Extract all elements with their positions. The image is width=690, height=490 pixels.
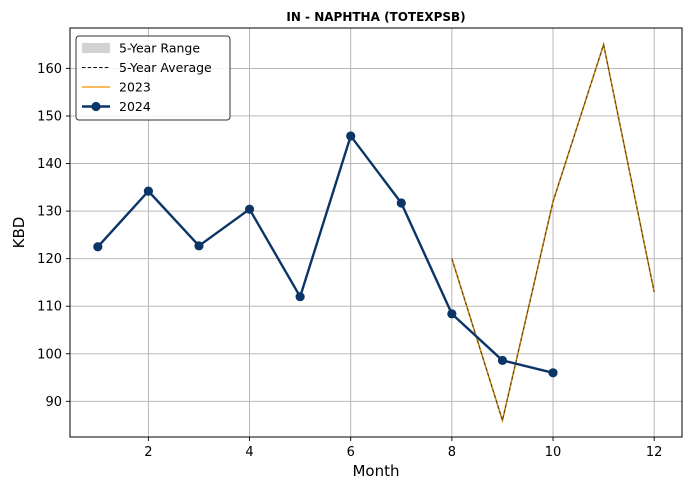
y-tick-label: 100 [37,347,62,362]
series-2024-point [447,309,457,319]
series-2024-point [194,241,204,251]
series-5-year-average-line [451,42,655,423]
legend-2024-marker [91,101,101,112]
y-axis-label: KBD [10,217,28,249]
legend-label: 2024 [119,99,151,114]
legend-label: 2023 [119,80,151,95]
series-2024-point [143,186,153,196]
legend-label: 5-Year Range [119,41,200,56]
x-tick-label: 12 [646,445,663,460]
axis-ticks: 2 4 6 8 10 12 90 100 110 120 130 140 150 160 [37,62,662,460]
y-tick-label: 140 [37,157,62,172]
series-2024-point [244,204,255,214]
legend-range-swatch [82,43,110,53]
series-2024-line [96,134,554,374]
series-layer [93,41,655,424]
plot-frame [69,27,683,438]
x-tick-label: 4 [245,445,253,460]
legend-frame [75,35,231,121]
y-tick-label: 150 [37,109,62,124]
x-tick-label: 10 [545,445,562,460]
y-tick-label: 160 [37,62,62,77]
y-tick-label: 130 [37,205,62,220]
x-axis-label: Month [352,462,399,480]
y-tick-label: 110 [37,300,62,315]
x-tick-label: 2 [144,445,152,460]
chart-title: IN - NAPHTHA (TOTEXPSB) [286,10,465,24]
x-tick-label: 6 [347,445,355,460]
series-2024-point [497,355,508,366]
x-tick-label: 8 [448,445,456,460]
series-2024-point [396,198,406,208]
legend: 5-Year Range 5-Year Average 2023 2024 [75,35,231,121]
series-2024-point [295,292,305,302]
series-2024-point [346,131,356,141]
y-tick-label: 90 [45,395,62,410]
y-tick-label: 120 [37,252,62,267]
series-2024-point [548,368,558,378]
series-2024-point [93,242,103,252]
legend-label: 5-Year Average [119,60,212,75]
